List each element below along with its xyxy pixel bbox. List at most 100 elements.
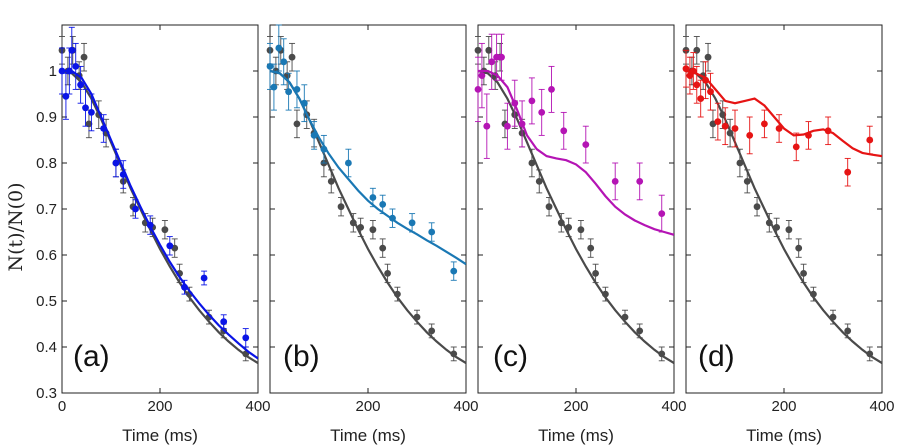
reference-point: [369, 226, 377, 234]
reference-point: [349, 219, 357, 227]
reference-point: [704, 53, 712, 61]
plot-area: [58, 25, 259, 394]
reference-point: [785, 226, 793, 234]
reference-point: [394, 290, 401, 298]
series-point: [478, 72, 486, 79]
series-point: [518, 120, 526, 128]
series-point: [181, 283, 188, 291]
series-point: [824, 127, 832, 135]
panel-frame: [61, 24, 259, 394]
reference-point: [428, 327, 436, 335]
series-point: [300, 99, 308, 107]
reference-point: [161, 226, 169, 234]
series-point: [77, 81, 85, 89]
series-point: [112, 159, 120, 167]
series-point: [68, 46, 76, 54]
reference-point: [726, 129, 734, 137]
x-tick-label: 0: [58, 398, 66, 415]
series-fit-curve: [270, 69, 466, 266]
series-point: [293, 86, 301, 93]
panel-frame: [685, 24, 883, 394]
reference-point: [800, 270, 807, 277]
series-point: [266, 63, 274, 70]
reference-point: [474, 46, 482, 54]
reference-point: [485, 46, 493, 54]
reference-point: [693, 46, 701, 54]
series-point: [320, 145, 328, 153]
y-tick-label: 1: [49, 63, 57, 80]
y-tick-label: 0.4: [36, 339, 57, 356]
series-point: [866, 136, 874, 144]
reference-point: [384, 270, 391, 277]
series-point: [658, 210, 666, 218]
series-point: [72, 63, 80, 70]
reference-point: [535, 178, 543, 185]
series-point: [58, 67, 66, 75]
reference-point: [829, 313, 837, 321]
reference-point: [795, 244, 803, 252]
reference-point: [866, 350, 874, 358]
x-axis-label: Time (ms): [538, 426, 614, 445]
reference-point: [85, 120, 93, 128]
x-tick-label: 400: [869, 398, 894, 415]
reference-point: [719, 111, 727, 119]
series-point: [560, 127, 568, 135]
reference-point: [753, 203, 761, 211]
series-point: [242, 334, 250, 342]
reference-point: [602, 290, 609, 298]
series-point: [88, 109, 95, 116]
panel-label: (c): [493, 340, 528, 373]
series-point: [119, 171, 127, 178]
reference-point: [557, 219, 565, 227]
y-tick-label: 0.9: [36, 109, 57, 126]
series-point: [498, 53, 505, 61]
series-point: [792, 143, 800, 151]
series-point: [697, 95, 705, 102]
series-point: [493, 53, 501, 61]
panel-c: (c) 200 400 Time (ms): [474, 24, 687, 445]
reference-point: [528, 159, 536, 167]
series-point: [682, 65, 690, 73]
x-tick-label: 200: [147, 398, 172, 415]
x-axis-label: Time (ms): [746, 426, 822, 445]
reference-point: [810, 290, 817, 298]
series-point: [707, 88, 714, 96]
reference-fit-curve: [478, 69, 674, 365]
reference-fit-curve: [62, 69, 258, 365]
panel-label: (b): [283, 340, 320, 373]
reference-point: [773, 224, 781, 231]
series-fit-curve: [478, 69, 674, 236]
series-point: [775, 125, 783, 132]
series-point: [166, 242, 174, 250]
series-point: [379, 201, 387, 208]
series-point: [702, 76, 709, 84]
series-point: [285, 88, 293, 96]
series-point: [345, 159, 352, 167]
y-tick-label: 0.5: [36, 293, 57, 310]
reference-point: [765, 219, 773, 227]
y-tick-labels: 0.3 0.4 0.5 0.6 0.7 0.8 0.9 1: [36, 63, 57, 402]
series-point: [389, 214, 396, 222]
x-tick-label: 200: [771, 398, 796, 415]
y-tick-label: 0.6: [36, 247, 57, 264]
series-point: [636, 178, 644, 185]
reference-point: [450, 350, 458, 358]
y-tick-label: 0.7: [36, 201, 57, 218]
reference-point: [327, 178, 335, 185]
panel-label: (a): [73, 340, 110, 373]
series-point: [488, 58, 496, 66]
series-point: [611, 178, 619, 185]
series-point: [504, 122, 511, 130]
reference-point: [357, 224, 365, 231]
series-point: [714, 118, 722, 125]
reference-point: [658, 350, 666, 358]
reference-point: [379, 244, 387, 252]
reference-point: [636, 327, 644, 335]
panel-frame: [269, 24, 467, 394]
y-tick-label: 0.3: [36, 385, 57, 402]
series-point: [280, 58, 288, 66]
series-point: [270, 83, 278, 91]
reference-point: [736, 159, 744, 167]
reference-point: [844, 327, 852, 335]
plot-area: [682, 25, 883, 394]
